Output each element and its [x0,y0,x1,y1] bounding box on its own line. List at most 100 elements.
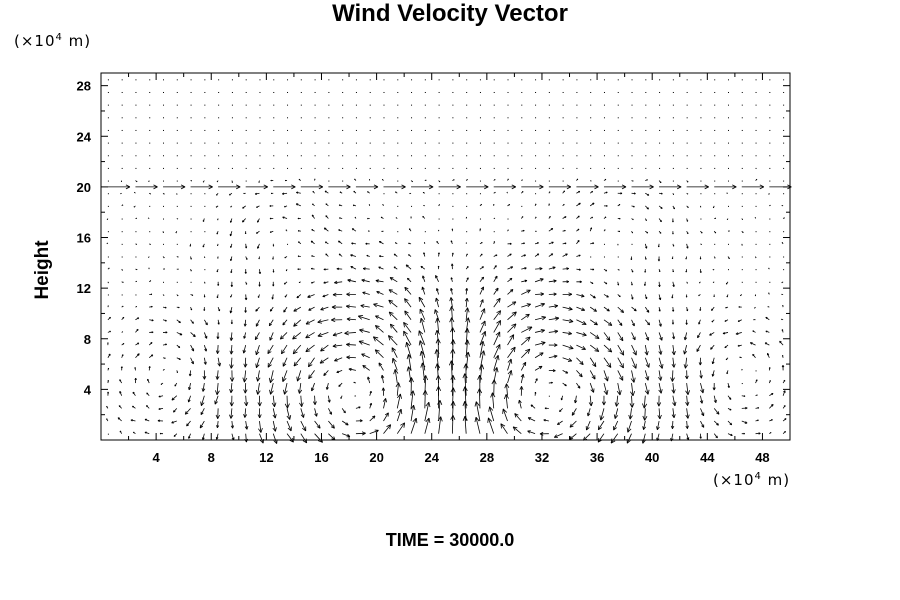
vector-head [480,308,485,313]
wind-vector [521,348,531,359]
vector-head [272,414,276,419]
wind-vector [418,296,426,308]
vector-dot [479,193,481,195]
vector-head [466,288,469,291]
vector-head [398,382,401,388]
wind-vector [493,320,501,333]
vector-head [406,366,409,372]
vector-dot [714,243,716,245]
wind-vector [419,308,426,320]
vector-head [672,402,676,407]
wind-vector [587,408,591,417]
wind-vector [392,358,398,371]
vector-head [686,375,689,380]
vector-head [527,303,531,308]
wind-vector [376,291,384,295]
vector-dot [163,281,165,283]
vector-dot [645,79,647,81]
vector-dot [135,256,137,258]
wind-vector [406,342,412,358]
vector-head [331,317,336,321]
wind-vector [576,357,584,365]
vector-dot [755,193,757,195]
vector-dot [121,79,123,81]
vector-head [403,322,409,326]
vector-head [700,389,704,394]
vector-head [673,363,676,368]
vector-dot [231,155,233,157]
vector-head [594,186,599,190]
vector-head [319,359,323,364]
vector-head [555,317,560,321]
wind-vector [686,408,689,419]
vector-dot [231,117,233,119]
vector-head [700,413,704,417]
wind-vector [562,344,574,349]
wind-vector [410,418,417,434]
vector-dot [107,167,109,169]
vector-dot [149,231,151,233]
wind-vector [268,319,274,327]
vector-head [526,303,531,305]
vector-head [302,427,306,432]
vector-head [256,364,260,369]
vector-dot [411,91,413,93]
wind-vector [518,400,522,409]
vector-head [467,307,470,313]
vector-head [495,344,501,348]
wind-vector [562,268,569,270]
wind-vector [534,278,544,283]
vector-head [151,354,154,357]
vector-dot [176,180,178,182]
wind-vector [203,332,208,339]
vector-head [410,404,414,410]
vector-dot [135,294,137,296]
wind-vector [589,344,600,352]
vector-head [305,334,309,339]
vector-head [698,362,701,366]
vector-head [331,438,336,441]
wind-vector [292,332,302,340]
vector-dot [590,104,592,106]
vector-head [255,308,257,312]
vector-dot [521,155,523,157]
vector-head [358,315,364,317]
vector-dot [218,167,220,169]
vector-head [737,319,740,322]
vector-dot [590,256,592,258]
wind-vector [419,340,426,358]
vector-head [642,403,645,409]
vector-dot [452,104,454,106]
wind-vector [493,298,501,308]
wind-vector [603,332,611,341]
vector-head [191,361,194,365]
vector-dot [659,91,661,93]
vector-head [292,437,294,443]
wind-vector [656,420,660,430]
vector-head [217,284,219,286]
vector-head [626,440,631,444]
vector-head [685,375,688,380]
wind-vector [507,323,517,333]
wind-vector [589,306,597,312]
wind-vector [373,303,384,308]
vector-head [379,255,381,257]
wind-vector [521,313,530,321]
vector-dot [479,129,481,131]
wind-vector [562,306,573,310]
plot-frame [100,72,791,441]
vector-dot [190,281,192,283]
wind-vector [750,342,756,346]
vector-head [317,332,322,337]
vector-dot [438,91,440,93]
vector-head [243,323,246,327]
vector-head [449,297,452,302]
vector-head [312,401,316,405]
vector-head [759,184,764,188]
vector-head [554,329,559,332]
vector-dot [245,167,247,169]
wind-vector [644,345,648,356]
vector-dot [190,155,192,157]
wind-vector [631,357,637,369]
wind-vector [491,392,495,409]
